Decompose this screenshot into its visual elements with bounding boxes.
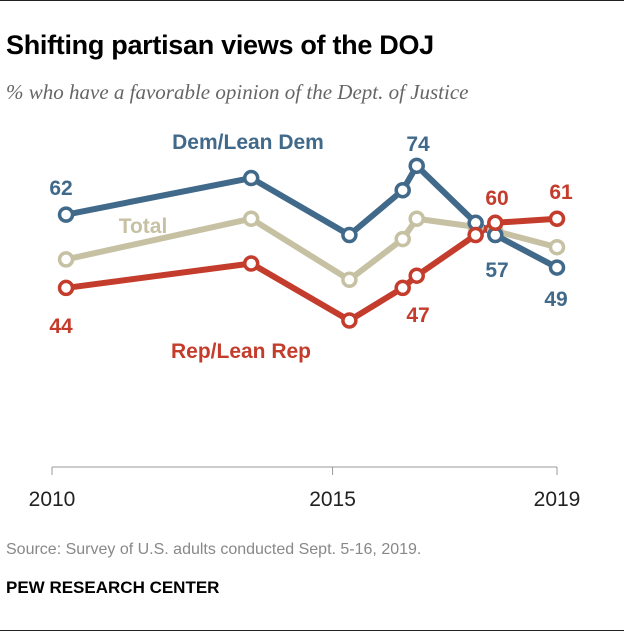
data-point — [548, 238, 566, 256]
series-label-total: Total — [119, 215, 168, 238]
data-point — [242, 210, 260, 227]
data-label: 47 — [406, 304, 429, 327]
data-point — [408, 267, 425, 284]
bottom-rule — [0, 630, 624, 631]
top-rule — [0, 0, 624, 1]
data-point — [242, 255, 260, 272]
data-point — [548, 210, 566, 227]
data-label: 62 — [49, 177, 72, 200]
x-tick-label: 2010 — [29, 488, 76, 511]
data-label: 49 — [544, 288, 567, 311]
data-point — [57, 251, 75, 268]
data-point — [341, 312, 358, 329]
data-point — [394, 279, 411, 297]
data-label: 57 — [485, 259, 508, 282]
chart-title: Shifting partisan views of the DOJ — [6, 30, 434, 60]
data-point — [467, 226, 484, 244]
data-point — [548, 259, 566, 276]
data-label: 61 — [549, 181, 573, 204]
chart-subtitle: % who have a favorable opinion of the De… — [6, 80, 469, 104]
data-point — [57, 206, 75, 223]
data-point — [57, 279, 75, 297]
x-tick-label: 2019 — [534, 488, 581, 511]
line-chart: 2010 2015 2019 Dem/Lean Dem Total Rep/Lean Re… — [29, 131, 581, 511]
data-point — [394, 230, 411, 248]
data-point — [408, 157, 425, 175]
org-name: PEW RESEARCH CENTER — [6, 578, 220, 597]
data-point — [487, 214, 504, 232]
source-note: Source: Survey of U.S. adults conducted … — [6, 541, 422, 558]
series-label-rep: Rep/Lean Rep — [171, 340, 311, 363]
series-label-dem: Dem/Lean Dem — [172, 131, 324, 154]
data-point — [394, 181, 411, 199]
data-point — [341, 226, 358, 244]
data-point — [242, 169, 260, 187]
data-label: 44 — [49, 315, 73, 338]
data-label: 60 — [485, 187, 508, 210]
data-label: 74 — [406, 133, 430, 156]
data-point — [341, 271, 358, 289]
x-tick-label: 2015 — [309, 488, 356, 511]
data-point — [408, 210, 425, 227]
